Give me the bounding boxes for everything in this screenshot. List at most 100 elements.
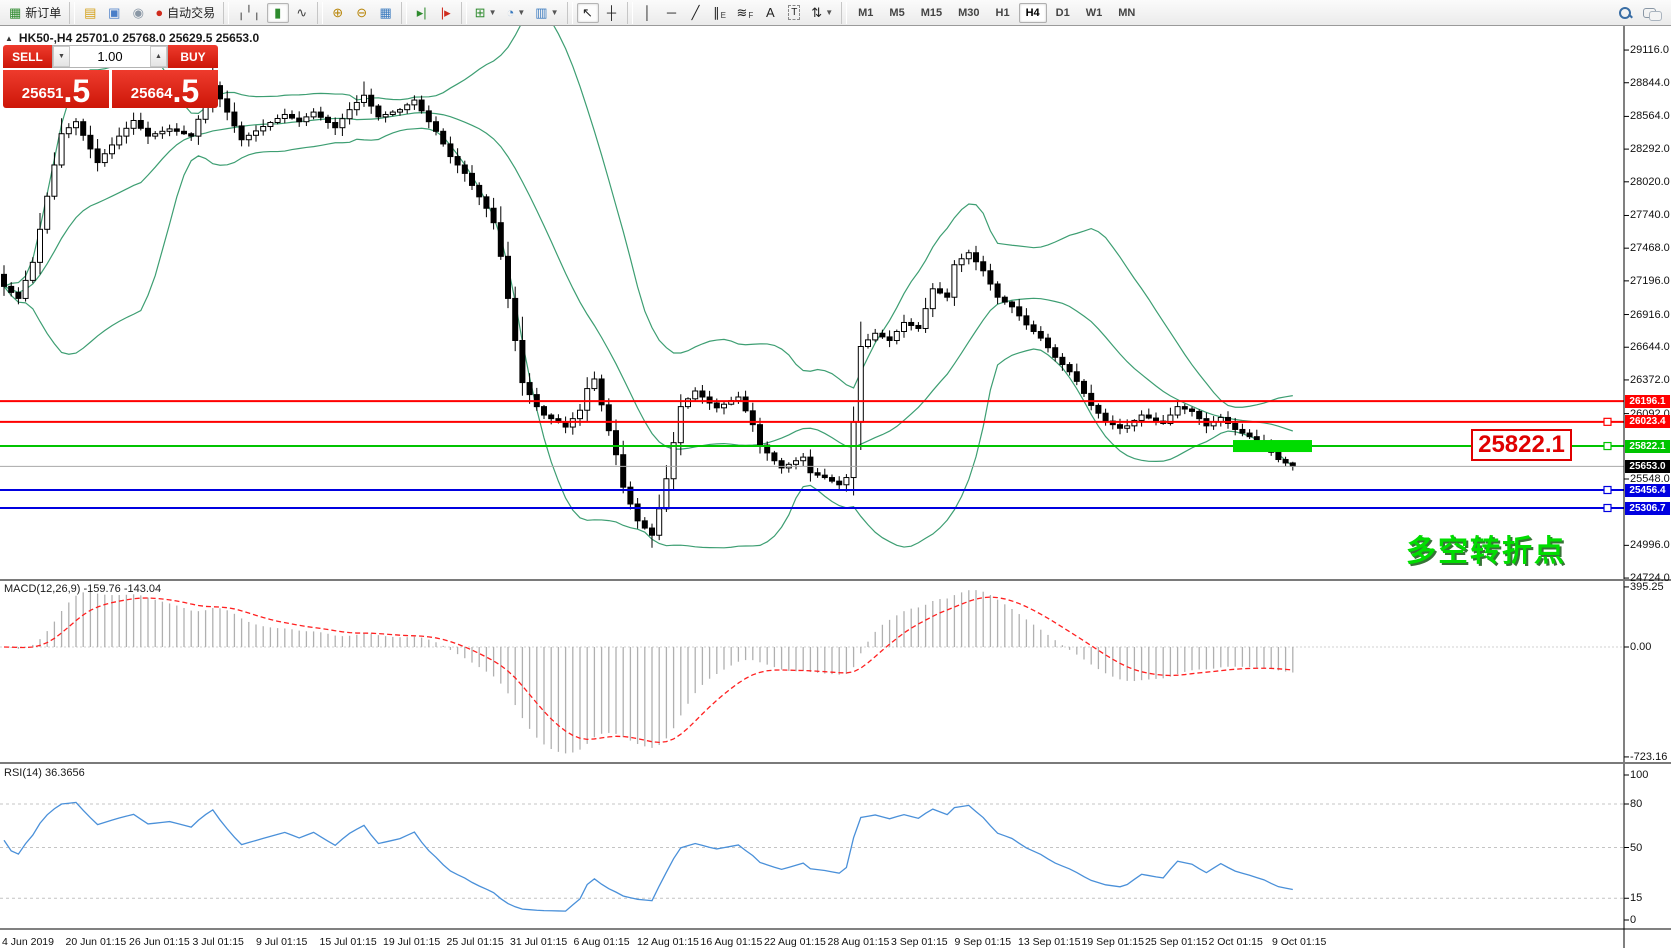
chart-shift-button[interactable]: |▸ (435, 3, 457, 23)
terminal-button[interactable]: ▣ (103, 3, 125, 23)
toolbar-separator (223, 1, 230, 24)
level-price-tag: 25306.7 (1625, 501, 1670, 515)
toolbar-separator (460, 1, 467, 24)
toolbar-separator (841, 1, 848, 24)
chart-shift-icon: |▸ (440, 5, 451, 20)
chat-icon[interactable] (1643, 6, 1662, 21)
search-icon[interactable] (1617, 5, 1633, 21)
level-price-tag: 26196.1 (1625, 394, 1670, 408)
buy-price[interactable]: 25664 .5 (112, 70, 218, 108)
auto-scroll-button[interactable]: ▸| (411, 3, 433, 23)
sell-price-main: 25651 (21, 85, 64, 102)
fibonacci-icon: ≋ (736, 5, 748, 20)
time-axis-label: 22 Aug 01:15 (764, 936, 826, 948)
key-level-highlight[interactable] (1233, 440, 1312, 453)
templates-button[interactable]: ▥ ▼ (531, 3, 562, 23)
arrows-button[interactable]: ⇅ ▼ (807, 3, 837, 23)
time-axis-label: 12 Aug 01:15 (637, 936, 699, 948)
candles-layer (1, 65, 1296, 548)
channel-button[interactable]: ∥ E (709, 3, 731, 23)
bar-chart-button[interactable]: ╷╵╷ (233, 3, 264, 23)
new-order-icon: ▦ (9, 5, 22, 20)
timeframe-h1-button[interactable]: H1 (995, 6, 1010, 19)
chevron-down-icon[interactable]: ▼ (517, 8, 526, 17)
zoom-out-button[interactable]: ⊖ (351, 3, 373, 23)
tile-windows-icon: ▦ (379, 5, 392, 20)
rsi-axis-label: 0 (1630, 914, 1637, 926)
line-chart-button[interactable]: ∿ (291, 3, 313, 23)
macd-axis-label: -723.16 (1630, 750, 1668, 763)
timeframe-m30-button[interactable]: M30 (958, 6, 980, 19)
bar-chart-icon: ╷╵╷ (237, 5, 261, 20)
timeframe-h4-button[interactable]: H4 (1018, 2, 1047, 23)
timeframe-w1-button[interactable]: W1 (1085, 6, 1103, 19)
chevron-down-icon[interactable]: ▼ (550, 8, 559, 17)
rsi-plot (0, 801, 1624, 912)
buy-price-frac: .5 (172, 73, 200, 109)
icon-subscript: E (720, 11, 726, 20)
toolbar-separator (316, 1, 323, 24)
toolbar-separator (626, 1, 633, 24)
text-button[interactable]: A (759, 3, 781, 23)
trendline-button[interactable]: ╱ (685, 3, 707, 23)
cursor-icon: ↖ (582, 5, 593, 20)
level-lines[interactable] (0, 400, 1624, 513)
new-order-button-label: 新订单 (25, 6, 62, 20)
signals-icon: ◉ (132, 5, 144, 20)
horizontal-line-button[interactable]: ─ (661, 3, 683, 23)
indicators-button[interactable]: ⊞ ▼ (471, 3, 501, 23)
candle-chart-button[interactable]: ▮ (266, 2, 289, 23)
volume-up-button[interactable]: ▲ (150, 46, 167, 67)
time-axis[interactable]: 4 Jun 2019 20 Jun 01:15 26 Jun 01:15 3 Jul … (0, 930, 1671, 948)
fibonacci-button[interactable]: ≋ F (733, 3, 758, 23)
toolbar-separator (400, 1, 407, 24)
key-level-price-label[interactable]: 25822.1 (1471, 429, 1572, 461)
chart-canvas[interactable] (0, 26, 1671, 948)
time-axis-label: 3 Jul 01:15 (192, 936, 244, 948)
macd-axis-label: 395.25 (1630, 580, 1664, 593)
text-label-button[interactable]: T (783, 3, 805, 23)
tile-windows-button[interactable]: ▦ (375, 3, 397, 23)
price-tick-label: 26644.0 (1630, 341, 1670, 354)
timeframe-m5-button[interactable]: M5 (889, 6, 905, 19)
timeframe-m1-button[interactable]: M1 (858, 6, 874, 19)
signals-button[interactable]: ◉ (127, 3, 149, 23)
icon-subscript: F (748, 11, 754, 20)
vertical-line-button[interactable]: │ (637, 3, 659, 23)
sell-price[interactable]: 25651 .5 (3, 70, 109, 108)
zoom-in-button[interactable]: ⊕ (327, 3, 349, 23)
timeframe-mn-button[interactable]: MN (1118, 6, 1136, 19)
chevron-down-icon[interactable]: ▼ (825, 8, 834, 17)
timeframe-d1-button[interactable]: D1 (1055, 6, 1070, 19)
volume-down-button[interactable]: ▼ (53, 46, 70, 67)
new-order-button[interactable]: ▦ 新订单 (5, 3, 65, 23)
market-watch-button[interactable]: ▤ (79, 3, 101, 23)
crosshair-button[interactable]: ┼ (601, 3, 623, 23)
time-axis-label: 3 Sep 01:15 (891, 936, 948, 948)
timeframe-m15-button[interactable]: M15 (920, 6, 943, 19)
periods-icon: ◔ (506, 5, 515, 20)
vertical-line-icon: │ (643, 5, 652, 20)
price-tick-label: 24724.0 (1630, 572, 1670, 585)
buy-button[interactable]: BUY (168, 45, 218, 68)
autotrade-button[interactable]: ● 自动交易 (151, 3, 219, 23)
time-axis-label: 4 Jun 2019 (2, 936, 54, 948)
sell-button[interactable]: SELL (3, 45, 52, 68)
price-tick-label: 28844.0 (1630, 76, 1670, 89)
periods-button[interactable]: ◔ ▼ (503, 3, 530, 23)
rsi-indicator-label: RSI(14) 36.3656 (4, 767, 85, 779)
cursor-button[interactable]: ↖ (576, 2, 599, 23)
chart-area[interactable]: ▲ HK50-,H4 25701.0 25768.0 25629.5 25653… (0, 26, 1671, 948)
buy-price-main: 25664 (130, 85, 173, 102)
object-tree-arrow-icon[interactable]: ▲ (5, 33, 13, 43)
autotrade-button-label: 自动交易 (167, 6, 216, 20)
chevron-down-icon[interactable]: ▼ (488, 8, 497, 17)
templates-icon: ▥ (535, 5, 548, 20)
time-axis-label: 9 Oct 01:15 (1272, 936, 1327, 948)
text-label-icon: T (788, 5, 801, 20)
macd-axis-label: 0.00 (1630, 641, 1652, 653)
bull-bear-turning-point-text[interactable]: 多空转折点 (1406, 535, 1566, 568)
horizontal-line-icon: ─ (666, 5, 677, 20)
volume-value[interactable]: 1.00 (70, 46, 150, 67)
